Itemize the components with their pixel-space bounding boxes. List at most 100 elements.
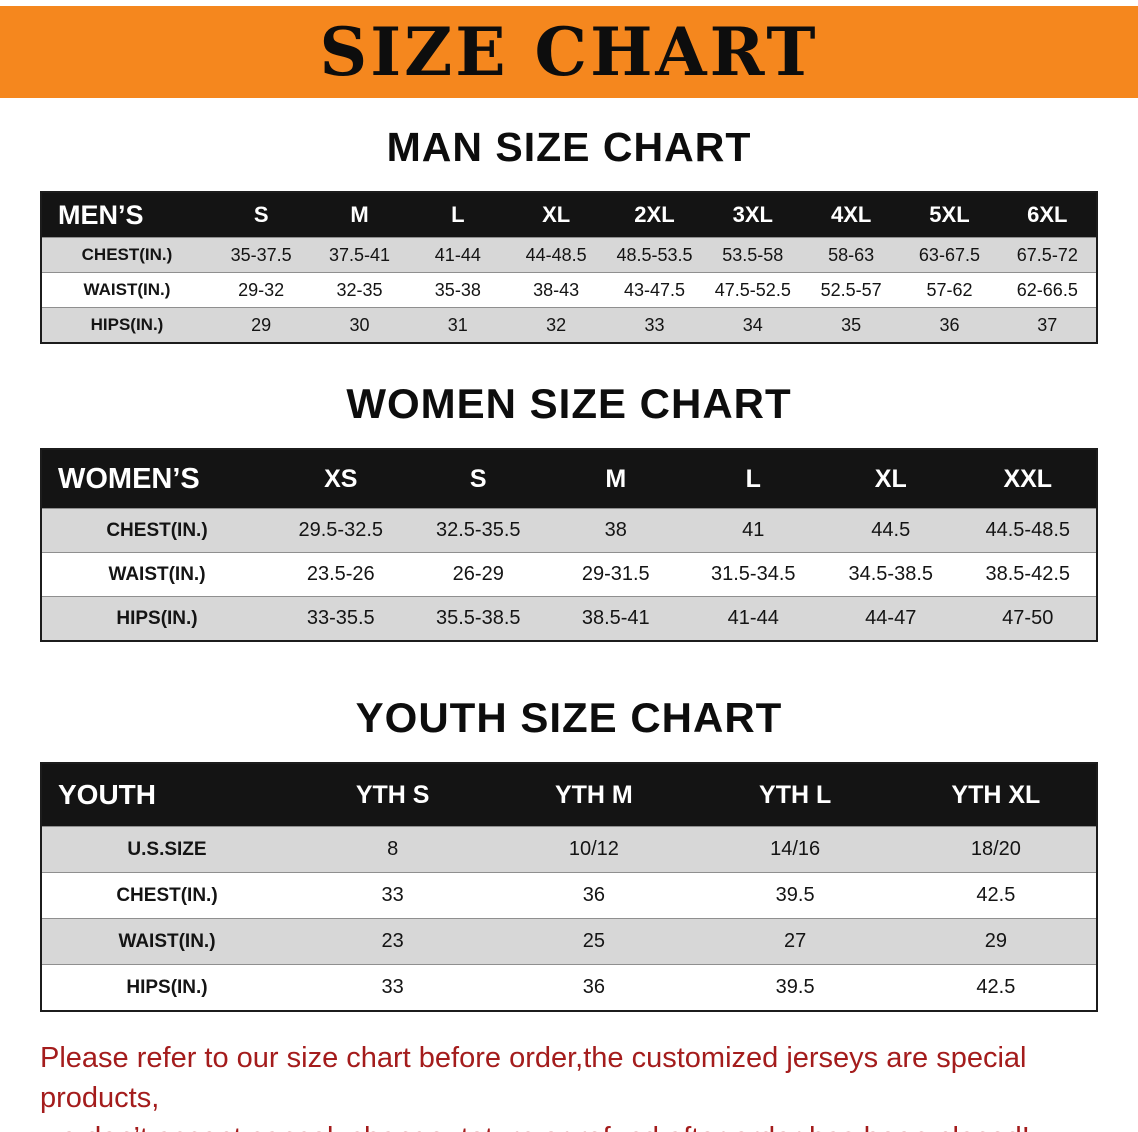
table-cell: 36: [493, 872, 695, 919]
table-row: HIPS(IN.) 33 36 39.5 42.5: [41, 964, 1097, 1011]
size-column-header: 6XL: [998, 192, 1097, 238]
table-header-row: YOUTH YTH S YTH M YTH L YTH XL: [41, 763, 1097, 827]
row-label: WAIST(IN.): [41, 272, 212, 308]
table-cell: 34: [703, 307, 802, 343]
table-cell: 44.5: [822, 508, 960, 553]
table-cell: 58-63: [801, 237, 901, 273]
table-cell: 36: [900, 307, 999, 343]
table-row: HIPS(IN.) 33-35.5 35.5-38.5 38.5-41 41-44 44-…: [41, 596, 1097, 641]
table-row: WAIST(IN.) 23 25 27 29: [41, 918, 1097, 965]
table-cell: 23: [292, 918, 494, 965]
table-cell: 39.5: [694, 872, 896, 919]
table-cell: 32: [506, 307, 606, 343]
man-size-chart-heading: MAN SIZE CHART: [386, 124, 752, 170]
table-row: U.S.SIZE 8 10/12 14/16 18/20: [41, 826, 1097, 873]
table-cell: 36: [493, 964, 695, 1011]
size-column-header: S: [409, 449, 547, 509]
size-column-header: XXL: [959, 449, 1097, 509]
table-cell: 34.5-38.5: [822, 552, 960, 597]
youth-size-chart-heading: YOUTH SIZE CHART: [355, 694, 783, 741]
table-cell: 37: [998, 307, 1097, 343]
women-size-table: WOMEN’S XS S M L XL XXL CHEST(IN.) 29.5-32.5 32.5…: [40, 448, 1098, 642]
table-corner-label: MEN’S: [41, 192, 212, 238]
row-label: HIPS(IN.): [41, 964, 292, 1011]
table-cell: 38.5-42.5: [959, 552, 1097, 597]
size-column-header: L: [684, 449, 822, 509]
table-cell: 57-62: [900, 272, 999, 308]
size-column-header: 4XL: [801, 192, 901, 238]
table-cell: 47.5-52.5: [703, 272, 802, 308]
table-cell: 18/20: [895, 826, 1097, 873]
size-column-header: M: [310, 192, 409, 238]
table-cell: 47-50: [959, 596, 1097, 641]
table-cell: 33-35.5: [272, 596, 410, 641]
table-cell: 44.5-48.5: [959, 508, 1097, 553]
table-cell: 32.5-35.5: [409, 508, 547, 553]
row-label: HIPS(IN.): [41, 596, 272, 641]
table-cell: 53.5-58: [703, 237, 802, 273]
table-corner-label: YOUTH: [41, 763, 292, 827]
table-cell: 33: [292, 964, 494, 1011]
table-cell: 33: [292, 872, 494, 919]
table-cell: 29: [212, 307, 311, 343]
row-label: WAIST(IN.): [41, 918, 292, 965]
table-row: WAIST(IN.) 23.5-26 26-29 29-31.5 31.5-34.5 34…: [41, 552, 1097, 597]
table-cell: 42.5: [895, 872, 1097, 919]
size-column-header: 5XL: [900, 192, 999, 238]
size-column-header: XL: [506, 192, 606, 238]
size-column-header: 3XL: [703, 192, 802, 238]
table-row: CHEST(IN.) 29.5-32.5 32.5-35.5 38 41 44.5 44.5…: [41, 508, 1097, 553]
table-cell: 67.5-72: [998, 237, 1097, 273]
table-row: WAIST(IN.) 29-32 32-35 35-38 38-43 43-47.5 47.…: [41, 272, 1097, 308]
footer-disclaimer-line1: Please refer to our size chart before or…: [40, 1042, 1027, 1114]
table-row: CHEST(IN.) 35-37.5 37.5-41 41-44 44-48.5 48.5…: [41, 237, 1097, 273]
footer-disclaimer: Please refer to our size chart before or…: [40, 1038, 1110, 1132]
table-row: CHEST(IN.) 33 36 39.5 42.5: [41, 872, 1097, 919]
table-cell: 31.5-34.5: [684, 552, 822, 597]
table-cell: 62-66.5: [998, 272, 1097, 308]
table-cell: 31: [408, 307, 507, 343]
row-label: HIPS(IN.): [41, 307, 212, 343]
row-label: WAIST(IN.): [41, 552, 272, 597]
table-cell: 29.5-32.5: [272, 508, 410, 553]
table-cell: 39.5: [694, 964, 896, 1011]
table-cell: 44-48.5: [506, 237, 606, 273]
size-column-header: YTH L: [694, 763, 896, 827]
table-cell: 29-32: [212, 272, 311, 308]
table-header-row: MEN’S S M L XL 2XL 3XL 4XL 5XL 6XL: [41, 192, 1097, 238]
table-cell: 10/12: [493, 826, 695, 873]
table-cell: 41-44: [684, 596, 822, 641]
table-cell: 38.5-41: [547, 596, 685, 641]
size-column-header: L: [408, 192, 507, 238]
table-cell: 37.5-41: [310, 237, 409, 273]
youth-size-table: YOUTH YTH S YTH M YTH L YTH XL U.S.SIZE 8 10/12…: [40, 762, 1098, 1012]
table-cell: 63-67.5: [900, 237, 999, 273]
table-cell: 35: [801, 307, 901, 343]
table-cell: 29: [895, 918, 1097, 965]
table-cell: 30: [310, 307, 409, 343]
size-column-header: M: [547, 449, 685, 509]
table-cell: 43-47.5: [605, 272, 704, 308]
table-corner-label: WOMEN’S: [41, 449, 272, 509]
size-column-header: YTH M: [493, 763, 695, 827]
table-cell: 41-44: [408, 237, 507, 273]
row-label: CHEST(IN.): [41, 237, 212, 273]
table-cell: 23.5-26: [272, 552, 410, 597]
table-cell: 52.5-57: [801, 272, 901, 308]
table-header-row: WOMEN’S XS S M L XL XXL: [41, 449, 1097, 509]
table-cell: 29-31.5: [547, 552, 685, 597]
table-cell: 26-29: [409, 552, 547, 597]
size-column-header: XL: [822, 449, 960, 509]
table-cell: 41: [684, 508, 822, 553]
table-cell: 44-47: [822, 596, 960, 641]
table-cell: 35-38: [408, 272, 507, 308]
row-label: CHEST(IN.): [41, 508, 272, 553]
table-cell: 38: [547, 508, 685, 553]
table-cell: 35-37.5: [212, 237, 311, 273]
size-chart-banner: SIZE CHART: [0, 6, 1138, 98]
row-label: CHEST(IN.): [41, 872, 292, 919]
table-row: HIPS(IN.) 29 30 31 32 33 34 35 36 37: [41, 307, 1097, 343]
row-label: U.S.SIZE: [41, 826, 292, 873]
size-column-header: YTH S: [292, 763, 494, 827]
size-column-header: S: [212, 192, 311, 238]
